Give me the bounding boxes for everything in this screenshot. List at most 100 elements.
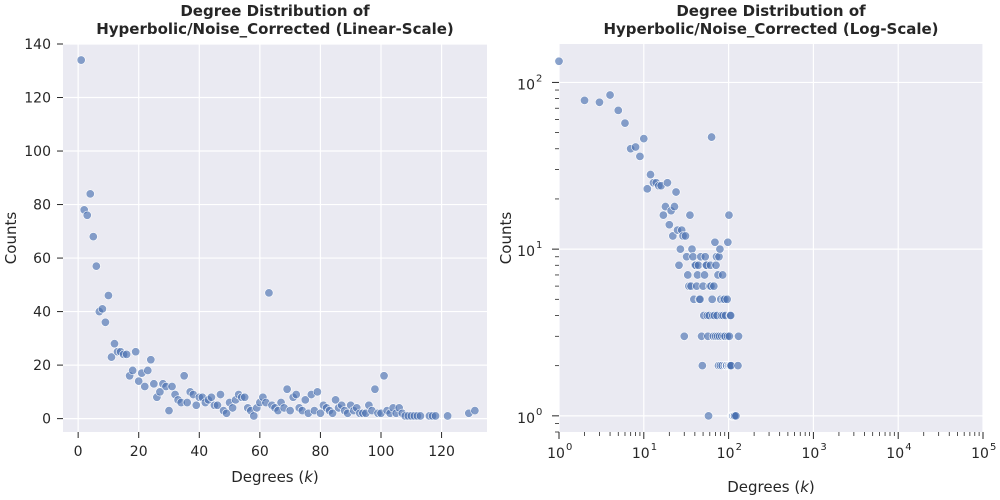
log-data-point (594, 97, 604, 107)
linear-x-tick-label: 80 (312, 444, 330, 460)
log-data-point (679, 331, 689, 341)
linear-data-point (379, 371, 389, 381)
log-data-point (710, 237, 720, 247)
linear-scale-panel: 0 20 40 60 80 100 120 0 20 40 60 80 100 120 140 Degree… (2, 2, 487, 486)
linear-y-tick-label: 140 (24, 37, 51, 53)
log-x-tick-label: 10 (632, 446, 650, 462)
linear-ticks: 0 20 40 60 80 100 120 0 20 40 60 80 100 120 140 (24, 37, 455, 460)
linear-data-point (76, 55, 86, 65)
log-grid (558, 44, 984, 432)
linear-data-point (82, 210, 92, 220)
log-data-point (687, 244, 697, 254)
log-plot-area (559, 44, 983, 432)
linear-data-point (97, 304, 107, 314)
linear-x-tick-label: 0 (74, 444, 83, 460)
linear-data-point (331, 395, 341, 405)
log-data-point (700, 252, 710, 262)
log-data-point (724, 210, 734, 220)
linear-data-point (312, 387, 322, 397)
linear-x-axis-label: Degrees (k) (231, 468, 319, 486)
linear-data-point (167, 382, 177, 392)
log-data-point (620, 118, 630, 128)
log-data-point (580, 95, 590, 105)
log-data-point (723, 237, 733, 247)
log-x-tick-label: 10 (886, 446, 904, 462)
log-x-tick-label: 10 (717, 446, 735, 462)
log-y-tick-label: 10 (517, 77, 535, 93)
linear-data-point (206, 392, 216, 402)
log-data-point (700, 270, 710, 280)
log-x-tick-exponent: 1 (651, 442, 657, 453)
linear-x-tick-label: 100 (368, 444, 395, 460)
linear-data-point (282, 384, 292, 394)
log-data-point (714, 252, 724, 262)
linear-data-point (128, 365, 138, 375)
linear-data-point (328, 408, 338, 418)
log-data-point (635, 151, 645, 161)
linear-x-tick-label: 40 (190, 444, 208, 460)
linear-title-line2: Hyperbolic/Noise_Corrected (Linear-Scale… (96, 20, 454, 38)
linear-data-point (191, 400, 201, 410)
linear-data-point (300, 395, 310, 405)
log-data-point (669, 202, 679, 212)
log-x-tick-exponent: 5 (990, 442, 996, 453)
linear-data-point (149, 379, 159, 389)
linear-data-point (164, 406, 174, 416)
log-data-point (709, 281, 719, 291)
linear-data-point (91, 261, 101, 271)
linear-y-tick-label: 80 (33, 198, 51, 214)
linear-y-tick-label: 60 (33, 251, 51, 267)
log-scale-panel: 10 0 10 1 10 2 10 3 10 4 10 510 010 110 2 Degree Distr… (497, 2, 996, 496)
linear-data-point (106, 352, 116, 362)
log-y-tick-label: 10 (517, 244, 535, 260)
linear-y-tick-label: 20 (33, 358, 51, 374)
linear-y-tick-label: 40 (33, 305, 51, 321)
log-data-point (685, 210, 695, 220)
log-data-point (675, 244, 685, 254)
linear-data-point (100, 317, 110, 327)
log-data-point (722, 294, 732, 304)
log-data-point (631, 142, 641, 152)
linear-data-point (212, 400, 222, 410)
linear-data-point (131, 347, 141, 357)
linear-data-point (146, 355, 156, 365)
log-data-point (605, 90, 615, 100)
log-x-tick-label: 10 (971, 446, 989, 462)
linear-scatter-points (76, 55, 480, 421)
log-data-point (688, 252, 698, 262)
log-data-point (680, 231, 690, 241)
linear-data-point (109, 339, 119, 349)
log-data-point (639, 134, 649, 144)
log-data-point (733, 361, 743, 371)
linear-data-point (85, 189, 95, 199)
log-data-point (668, 231, 678, 241)
log-data-point (554, 56, 564, 66)
linear-data-point (470, 406, 480, 416)
log-title-line1: Degree Distribution of (676, 2, 866, 20)
log-data-point (707, 294, 717, 304)
log-data-point (715, 244, 725, 254)
linear-data-point (443, 411, 453, 421)
log-data-point (726, 310, 736, 320)
log-data-point (664, 220, 674, 230)
log-data-point (613, 105, 623, 115)
log-y-tick-exponent: 0 (536, 407, 542, 418)
linear-x-tick-label: 120 (428, 444, 455, 460)
log-data-point (711, 260, 721, 270)
log-scatter-points (554, 56, 744, 421)
linear-data-point (222, 408, 232, 418)
linear-data-point (415, 411, 425, 421)
log-x-tick-label: 10 (801, 446, 819, 462)
linear-x-tick-label: 20 (130, 444, 148, 460)
log-data-point (697, 361, 707, 371)
linear-grid (63, 43, 487, 432)
log-data-point (674, 260, 684, 270)
log-x-tick-exponent: 3 (820, 442, 826, 453)
log-y-axis-label: Counts (497, 212, 515, 265)
log-data-point (704, 411, 714, 421)
linear-y-tick-label: 100 (24, 144, 51, 160)
linear-data-point (240, 392, 250, 402)
log-data-point (734, 331, 744, 341)
linear-data-point (285, 406, 295, 416)
